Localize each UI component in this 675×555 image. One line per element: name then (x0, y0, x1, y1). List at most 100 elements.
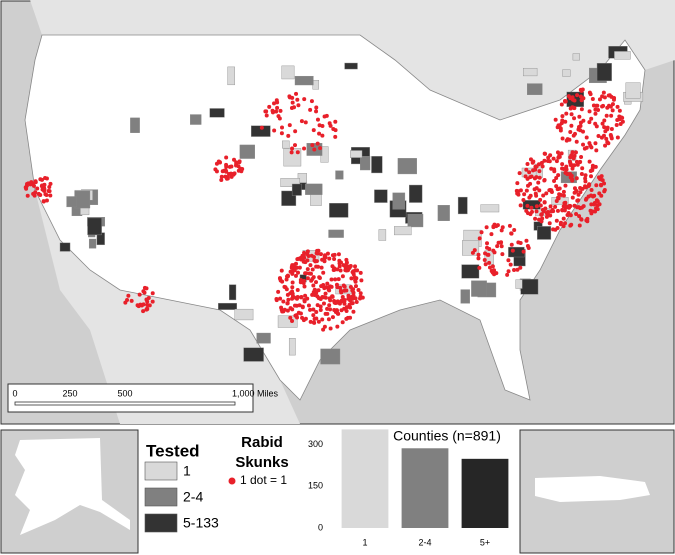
skunk-dot (609, 113, 614, 118)
skunk-dot (311, 313, 316, 318)
skunk-dot (594, 148, 599, 153)
skunk-dot (334, 282, 339, 287)
skunk-dot (564, 111, 569, 116)
skunk-dot (508, 262, 513, 267)
skunk-dot (557, 123, 562, 128)
skunk-dot (544, 191, 549, 196)
skunk-dot (544, 211, 549, 216)
skunk-dot (533, 191, 538, 196)
skunk-dot (577, 223, 582, 228)
skunk-dot (290, 285, 295, 290)
skunk-dot (344, 316, 349, 321)
skunk-dot (564, 164, 569, 169)
legend-title: Rabid (241, 434, 283, 451)
skunk-dot (295, 295, 300, 300)
skunk-dot (330, 315, 335, 320)
skunk-dot (344, 305, 349, 310)
skunk-dot (318, 308, 323, 313)
canada (0, 0, 675, 120)
skunk-dot (41, 199, 46, 204)
skunk-dot (612, 96, 617, 101)
skunk-dot (308, 307, 313, 312)
skunk-dot (593, 121, 598, 126)
skunk-dot (311, 307, 316, 312)
county (335, 170, 344, 180)
skunk-dot (313, 259, 318, 264)
skunk-dot (516, 192, 521, 197)
skunk-dot (525, 162, 530, 167)
skunk-dot (353, 264, 358, 269)
skunk-dot (527, 170, 532, 175)
skunk-dot (584, 135, 589, 140)
skunk-dot (572, 116, 577, 121)
skunk-dot (537, 169, 542, 174)
skunk-dot (577, 114, 582, 119)
skunk-dot (568, 162, 573, 167)
skunk-dot (328, 326, 333, 331)
skunk-dot (320, 133, 325, 138)
skunk-dot (578, 159, 583, 164)
skunk-dot (540, 164, 545, 169)
skunk-dot (583, 179, 588, 184)
bar-chart: 0 150 300 1 2-4 5+ Counties (n=891) (308, 428, 509, 547)
legend: Tested Rabid Skunks 1 dot = 1 1 2-4 5-133 (144, 434, 289, 533)
county (288, 338, 296, 356)
skunk-dot (530, 160, 535, 165)
skunk-dot (309, 278, 314, 283)
skunk-dot (598, 182, 603, 187)
skunk-dot (515, 181, 520, 186)
skunk-dot (338, 285, 343, 290)
skunk-dot (589, 145, 594, 150)
county (320, 348, 341, 365)
skunk-dot (302, 97, 307, 102)
skunk-dot (585, 216, 590, 221)
skunk-dot (332, 257, 337, 262)
county (596, 63, 612, 82)
skunk-dot (353, 276, 358, 281)
skunk-dot (604, 136, 609, 141)
skunk-dot (583, 197, 588, 202)
skunk-dot (477, 265, 482, 270)
county (407, 213, 424, 228)
legend-label: 1 (183, 463, 191, 479)
skunk-dot (272, 128, 277, 133)
skunk-dot (332, 299, 337, 304)
skunk-dots (23, 87, 625, 332)
skunk-dot (340, 295, 345, 300)
skunk-dot (591, 103, 596, 108)
county (572, 53, 580, 61)
skunk-dot (333, 134, 338, 139)
county (130, 117, 140, 133)
skunk-dot (356, 288, 361, 293)
county (250, 125, 271, 137)
skunk-dot (278, 108, 283, 113)
skunk-dot (512, 267, 517, 272)
skunk-dot (300, 305, 305, 310)
skunk-dot (314, 109, 319, 114)
skunk-dot (339, 290, 344, 295)
skunk-dot (597, 191, 602, 196)
skunk-dot (227, 164, 232, 169)
skunk-dot (309, 99, 314, 104)
skunk-dot (298, 255, 303, 260)
skunk-dot (332, 267, 337, 272)
skunk-dot (603, 143, 608, 148)
skunk-dot (558, 222, 563, 227)
skunk-dot (561, 193, 566, 198)
skunk-dot (487, 260, 492, 265)
skunk-dot (609, 126, 614, 131)
skunk-dot (311, 254, 316, 259)
legend-items: 1 2-4 5-133 (144, 461, 219, 533)
skunk-dot (595, 103, 600, 108)
county (209, 108, 225, 118)
skunk-dot (610, 108, 615, 113)
skunk-dot (279, 131, 284, 136)
skunk-dot (302, 250, 307, 255)
skunk-dot (572, 190, 577, 195)
skunk-dot (142, 290, 147, 295)
county (312, 80, 320, 90)
skunk-dot (594, 183, 599, 188)
skunk-dot (319, 265, 324, 270)
skunk-dot (292, 143, 297, 148)
alaska (15, 438, 130, 535)
